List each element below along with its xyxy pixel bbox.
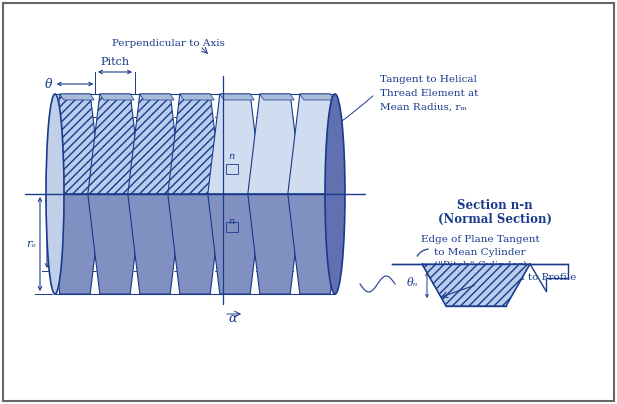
Polygon shape [88,94,142,194]
Bar [226,164,238,174]
Polygon shape [128,194,182,294]
Text: α: α [229,312,238,325]
Polygon shape [88,194,102,250]
Polygon shape [168,94,222,194]
Polygon shape [48,94,102,194]
Text: Thread Element at: Thread Element at [380,89,478,98]
Polygon shape [288,194,302,250]
Polygon shape [168,194,222,294]
Polygon shape [288,194,342,294]
Text: to Mean Cylinder: to Mean Cylinder [434,248,526,257]
Text: Normal to Profile: Normal to Profile [485,273,576,282]
Polygon shape [288,94,342,194]
Polygon shape [208,94,262,194]
Polygon shape [140,94,174,100]
Polygon shape [248,194,262,250]
Polygon shape [168,194,182,250]
Polygon shape [248,194,302,294]
Text: h: h [197,109,204,119]
Text: ("Pitch" Cylinder): ("Pitch" Cylinder) [434,261,526,270]
Text: Mean Radius, rₘ: Mean Radius, rₘ [380,103,466,112]
Text: rᵢ: rᵢ [58,220,65,229]
Polygon shape [128,94,182,194]
Text: θₙ: θₙ [407,278,418,288]
Text: Edge of Plane Tangent: Edge of Plane Tangent [421,235,539,244]
Text: (Normal Section): (Normal Section) [438,213,552,226]
Polygon shape [48,194,102,294]
Text: rₘ: rₘ [48,236,59,245]
Polygon shape [208,194,222,250]
Polygon shape [248,94,302,194]
Polygon shape [220,94,254,100]
Text: Section n-n: Section n-n [457,199,533,212]
Text: n: n [228,152,234,161]
Polygon shape [88,194,142,294]
Polygon shape [100,94,135,100]
Text: Perpendicular to Axis: Perpendicular to Axis [112,40,225,48]
Polygon shape [300,94,334,100]
Polygon shape [128,194,142,250]
Polygon shape [260,94,294,100]
Text: Tangent to Helical: Tangent to Helical [380,75,477,84]
Text: Pitch: Pitch [101,57,130,67]
FancyBboxPatch shape [3,3,614,401]
Text: rₒ: rₒ [27,239,36,249]
Polygon shape [208,194,262,294]
Text: n: n [228,217,234,226]
Polygon shape [60,94,94,100]
Ellipse shape [325,94,345,294]
Text: θ: θ [44,78,52,90]
Bar [226,222,238,232]
Polygon shape [180,94,214,100]
Polygon shape [422,264,530,306]
Ellipse shape [46,94,64,294]
